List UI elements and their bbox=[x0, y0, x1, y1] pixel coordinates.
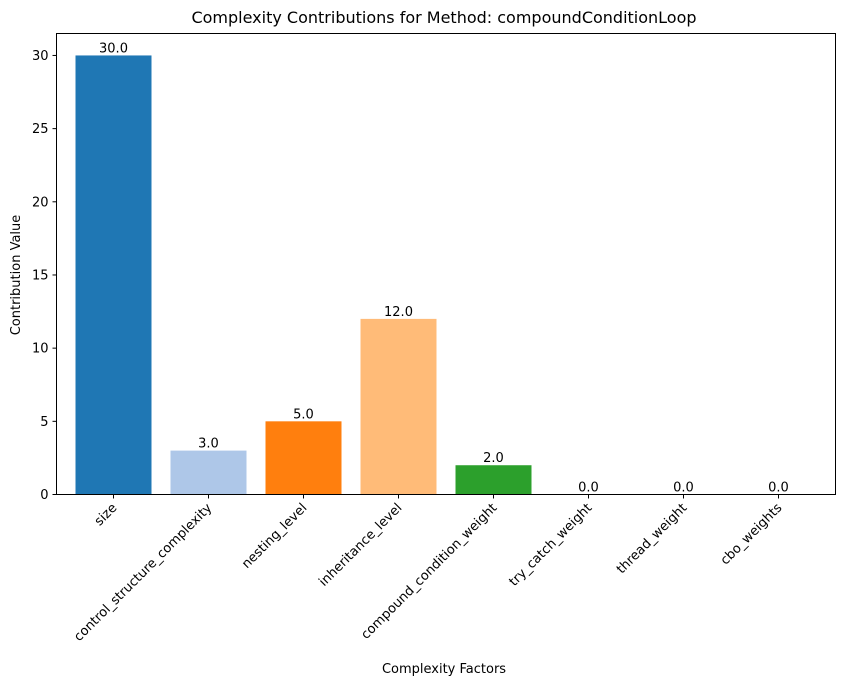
data-labels-group: 30.0 3.0 5.0 12.0 2.0 0.0 0.0 0.0 bbox=[99, 41, 789, 495]
x-tick-label-cbo_weights: cbo_weights bbox=[718, 501, 786, 569]
y-tick-label-10: 10 bbox=[32, 342, 49, 357]
x-tick-label-inheritance_level: inheritance_level bbox=[316, 501, 405, 590]
y-tick-label-30: 30 bbox=[32, 49, 49, 64]
y-tick-label-0: 0 bbox=[40, 488, 48, 503]
x-tick-label-try_catch_weight: try_catch_weight bbox=[507, 501, 596, 590]
x-axis-label: Complexity Factors bbox=[382, 662, 506, 677]
data-label-size: 30.0 bbox=[99, 41, 128, 56]
bar-compound_condition_weight bbox=[455, 465, 532, 495]
x-tick-label-nesting_level: nesting_level bbox=[239, 501, 310, 572]
data-label-nesting_level: 5.0 bbox=[293, 407, 314, 422]
y-tick-label-25: 25 bbox=[32, 122, 49, 137]
y-tick-label-15: 15 bbox=[32, 268, 49, 283]
bar-size bbox=[75, 55, 152, 495]
bar-inheritance_level bbox=[360, 318, 437, 495]
x-tick-label-control_structure_complexity: control_structure_complexity bbox=[71, 501, 215, 645]
bar-control_structure_complexity bbox=[170, 450, 247, 495]
data-label-control_structure_complexity: 3.0 bbox=[198, 437, 219, 452]
bars-group bbox=[75, 55, 532, 495]
data-label-thread_weight: 0.0 bbox=[673, 481, 694, 496]
data-label-try_catch_weight: 0.0 bbox=[578, 481, 599, 496]
plot-frame bbox=[56, 33, 836, 495]
y-axis-label: Contribution Value bbox=[9, 215, 24, 336]
y-tick-label-20: 20 bbox=[32, 195, 49, 210]
data-label-inheritance_level: 12.0 bbox=[384, 305, 413, 320]
y-axis-ticks: 0 5 10 15 20 25 30 bbox=[32, 49, 57, 503]
y-tick-label-5: 5 bbox=[40, 415, 48, 430]
bar-nesting_level bbox=[265, 421, 342, 495]
x-tick-label-size: size bbox=[92, 501, 120, 529]
x-tick-label-thread_weight: thread_weight bbox=[614, 501, 690, 577]
data-label-compound_condition_weight: 2.0 bbox=[483, 451, 504, 466]
chart-title: Complexity Contributions for Method: com… bbox=[191, 8, 696, 27]
data-label-cbo_weights: 0.0 bbox=[768, 481, 789, 496]
